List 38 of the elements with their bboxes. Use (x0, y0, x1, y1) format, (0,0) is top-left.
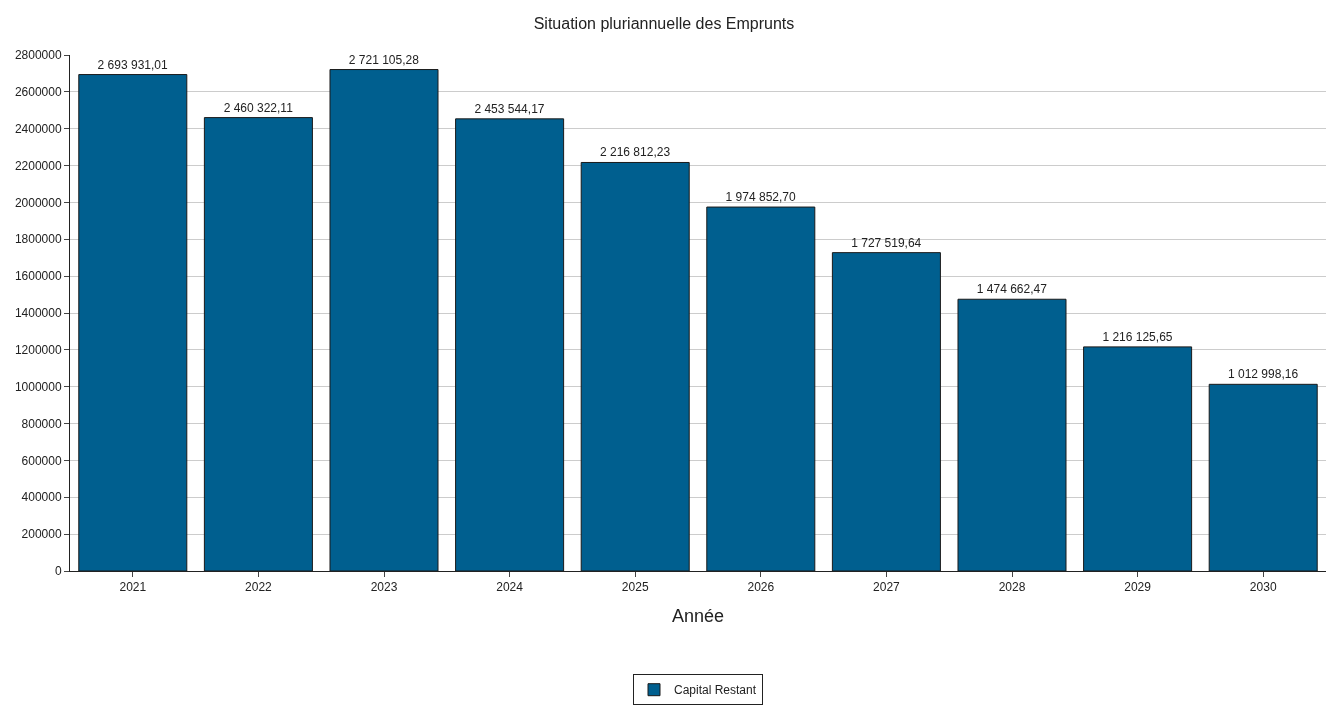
y-tick-label: 1400000 (14, 306, 62, 321)
y-tick-label: 1000000 (14, 379, 62, 394)
y-tick-label: 1600000 (14, 269, 62, 284)
data-label: 1 474 662,47 (976, 282, 1048, 297)
y-tick-label: 800000 (21, 416, 62, 431)
y-tick-label: 2800000 (14, 48, 62, 63)
data-label: 1 012 998,16 (1228, 367, 1299, 382)
x-tick-label: 2030 (1249, 580, 1277, 595)
y-tick-label: 2200000 (14, 158, 62, 173)
y-tick-label: 600000 (21, 453, 62, 468)
data-label: 2 216 812,23 (600, 145, 671, 160)
y-tick-label: 0 (54, 564, 62, 579)
data-label: 2 693 931,01 (97, 57, 168, 72)
x-tick-label: 2022 (245, 580, 273, 595)
data-label: 2 460 322,11 (223, 100, 294, 115)
x-tick-label: 2023 (370, 580, 398, 595)
data-label: 1 727 519,64 (851, 235, 922, 250)
x-tick-label: 2026 (747, 580, 775, 595)
y-tick-label: 1200000 (14, 343, 62, 358)
data-label: 1 216 125,65 (1102, 329, 1173, 344)
data-label: 2 721 105,28 (348, 52, 420, 67)
x-axis-title: Année (671, 605, 725, 626)
x-tick-label: 2024 (496, 580, 524, 595)
x-tick-label: 2029 (1124, 580, 1152, 595)
x-tick-label: 2021 (119, 580, 147, 595)
y-tick-label: 1800000 (14, 232, 62, 247)
data-label: 1 974 852,70 (725, 190, 796, 205)
y-tick-label: 2600000 (14, 85, 62, 100)
chart-title: Situation pluriannuelle des Emprunts (533, 14, 795, 32)
y-tick-label: 200000 (21, 527, 62, 542)
y-tick-label: 2000000 (14, 195, 62, 210)
x-tick-label: 2028 (998, 580, 1026, 595)
x-tick-label: 2025 (621, 580, 649, 595)
y-tick-label: 2400000 (14, 121, 62, 136)
legend-label: Capital Restant (674, 683, 757, 698)
x-tick-label: 2027 (873, 580, 901, 595)
data-label: 2 453 544,17 (474, 101, 545, 116)
y-tick-label: 400000 (21, 490, 62, 505)
